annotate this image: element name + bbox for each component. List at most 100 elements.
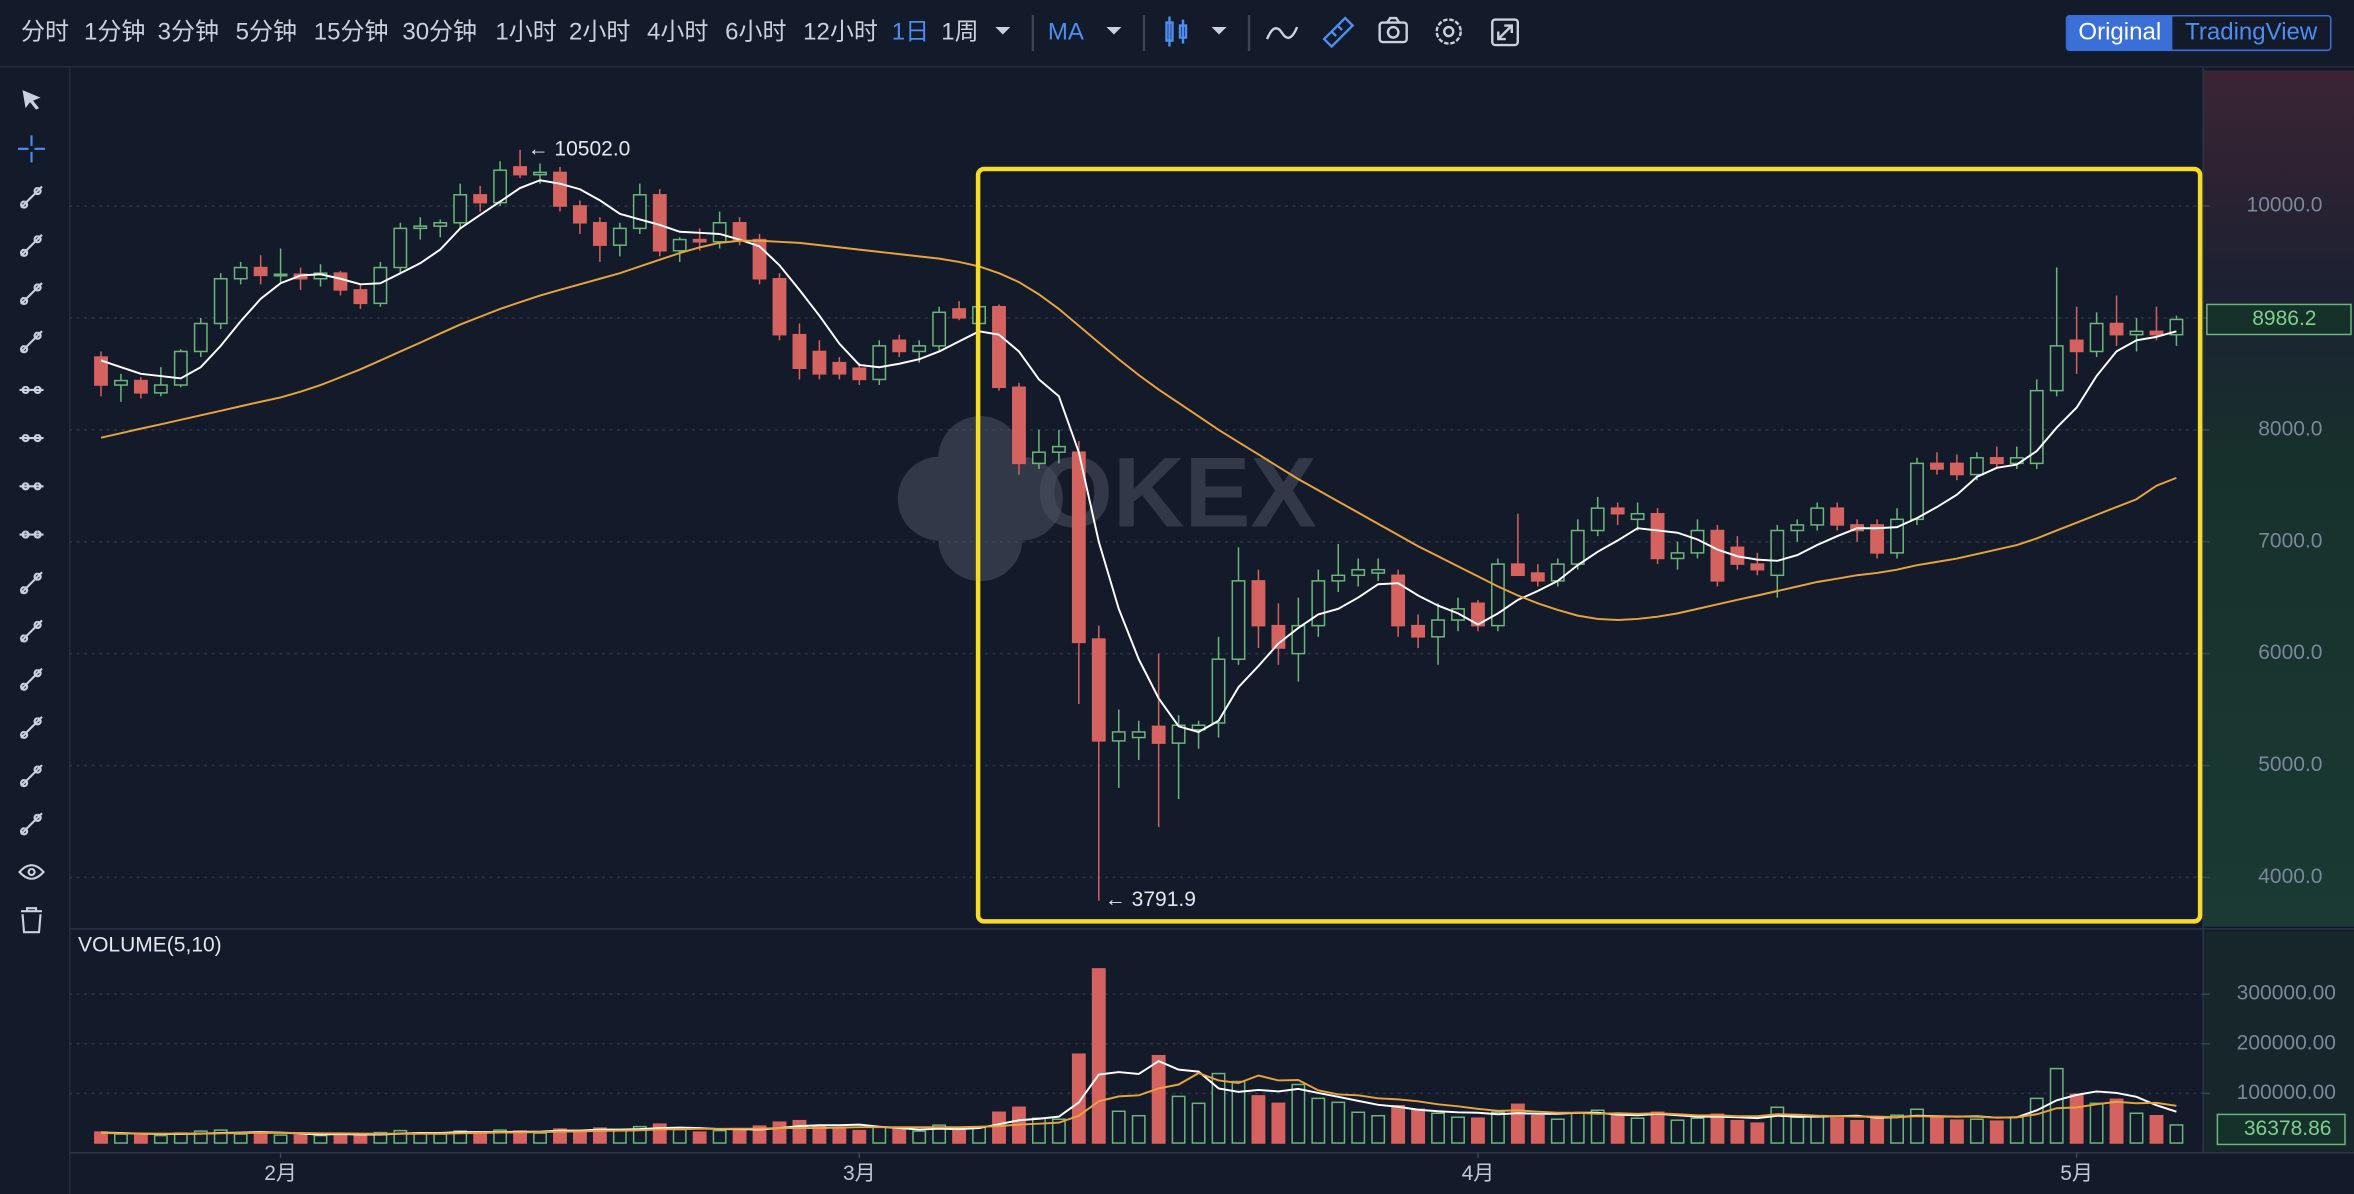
view-button[interactable]: TradingView — [2185, 18, 2318, 45]
drawing-tool[interactable] — [20, 667, 43, 691]
candle-body — [1870, 524, 1885, 554]
settings-icon[interactable] — [1435, 18, 1462, 45]
candle-body — [2129, 330, 2144, 336]
interval-button[interactable]: 4小时 — [647, 18, 708, 45]
candle-body — [1770, 529, 1785, 577]
volume-bar — [1810, 1114, 1825, 1144]
interval-button[interactable]: 分时 — [21, 18, 69, 45]
drawing-tool[interactable] — [20, 330, 43, 354]
candle-body — [513, 166, 528, 176]
volume-bar — [1910, 1108, 1924, 1144]
candle-body — [572, 205, 587, 224]
candle-body — [1091, 638, 1106, 742]
drawing-tool[interactable] — [18, 864, 45, 880]
volume-bar — [1530, 1114, 1545, 1144]
drawing-tool[interactable] — [20, 764, 43, 788]
candle-body — [1071, 451, 1086, 644]
ma-line — [100, 239, 2177, 621]
volume-bar — [133, 1134, 148, 1144]
y-tick-label: 6000.0 — [2258, 641, 2322, 664]
candle-body — [632, 194, 647, 230]
drawing-tool[interactable] — [20, 185, 43, 209]
volume-bar — [1231, 1080, 1246, 1144]
drawing-tool[interactable] — [20, 571, 43, 595]
candle-body — [373, 266, 388, 305]
drawing-tool[interactable] — [22, 90, 41, 110]
drawing-tool[interactable] — [19, 385, 44, 394]
dropdown[interactable] — [995, 27, 1011, 35]
drawing-tool[interactable] — [20, 282, 43, 305]
camera-icon[interactable] — [1378, 16, 1408, 44]
volume-bar — [1730, 1119, 1745, 1144]
volume-bar — [1969, 1118, 1984, 1144]
drawing-tool[interactable] — [18, 135, 46, 163]
drawing-tool[interactable] — [19, 482, 44, 491]
candle-body — [173, 350, 188, 386]
drawing-tool[interactable] — [20, 619, 43, 643]
candle-body — [1371, 568, 1386, 574]
candle-body — [213, 277, 228, 325]
indicator-button[interactable]: MA — [1048, 18, 1084, 45]
fullscreen-icon[interactable] — [1491, 18, 1519, 47]
volume-bar — [2109, 1098, 2124, 1144]
volume-bar — [94, 1131, 108, 1144]
interval-button[interactable]: 6小时 — [725, 18, 786, 45]
interval-button[interactable]: 1日 — [892, 18, 929, 45]
candle-body — [1331, 574, 1346, 582]
candle-body — [1391, 574, 1406, 627]
ruler-icon[interactable] — [1322, 16, 1355, 49]
drawing-tool[interactable] — [19, 434, 44, 443]
volume-bar — [852, 1129, 867, 1144]
interval-button[interactable]: 15分钟 — [314, 18, 389, 45]
drawing-tool[interactable] — [19, 530, 44, 539]
x-tick-label: 4月 — [1462, 1162, 1495, 1185]
drawing-tool[interactable] — [20, 812, 43, 836]
icon — [19, 385, 44, 394]
volume-bar — [1550, 1118, 1565, 1144]
drawing-tool[interactable] — [20, 234, 43, 257]
icon — [20, 234, 43, 257]
volume-bar — [872, 1126, 887, 1144]
volume-bar — [1271, 1102, 1286, 1144]
candle-body — [1830, 507, 1845, 526]
dropdown[interactable] — [1106, 27, 1122, 35]
candle-body — [253, 266, 268, 277]
candle-body — [94, 356, 108, 386]
volume-bar — [712, 1129, 727, 1144]
candle-body — [1710, 529, 1725, 582]
candle-icon[interactable] — [1165, 16, 1188, 47]
interval-button[interactable]: 12小时 — [803, 18, 878, 45]
icon — [20, 571, 43, 595]
volume-bar — [1790, 1116, 1805, 1144]
candle-body — [612, 227, 627, 246]
volume-bar — [2009, 1116, 2024, 1144]
drawing-tool[interactable] — [20, 716, 43, 739]
candle-body — [1131, 731, 1146, 739]
interval-button[interactable]: 30分钟 — [402, 18, 477, 45]
candle-body — [2109, 322, 2124, 336]
candle-body — [1012, 386, 1026, 465]
view-button[interactable]: Original — [2078, 18, 2161, 45]
candle-body — [393, 227, 408, 269]
volume-bar — [1471, 1117, 1485, 1144]
candle-body — [1151, 725, 1166, 744]
icon — [20, 330, 43, 354]
interval-button[interactable]: 1周 — [941, 18, 978, 45]
volume-bar — [732, 1129, 747, 1144]
volume-title: VOLUME(5,10) — [78, 934, 222, 957]
candle-body — [233, 266, 248, 280]
volume-bar — [313, 1134, 328, 1144]
volume-bar — [792, 1119, 807, 1144]
interval-button[interactable]: 1分钟 — [84, 18, 145, 45]
interval-button[interactable]: 3分钟 — [158, 18, 219, 45]
interval-button[interactable]: 2小时 — [569, 18, 630, 45]
dropdown[interactable] — [1211, 27, 1227, 35]
price-axis-band — [2203, 70, 2354, 927]
indicator-icon[interactable] — [1265, 26, 1299, 40]
drawing-tool[interactable] — [21, 907, 43, 934]
volume-bar — [1830, 1117, 1845, 1144]
interval-button[interactable]: 1小时 — [495, 18, 556, 45]
candle-body — [692, 238, 707, 243]
interval-button[interactable]: 5分钟 — [236, 18, 297, 45]
candle-body — [273, 273, 288, 277]
